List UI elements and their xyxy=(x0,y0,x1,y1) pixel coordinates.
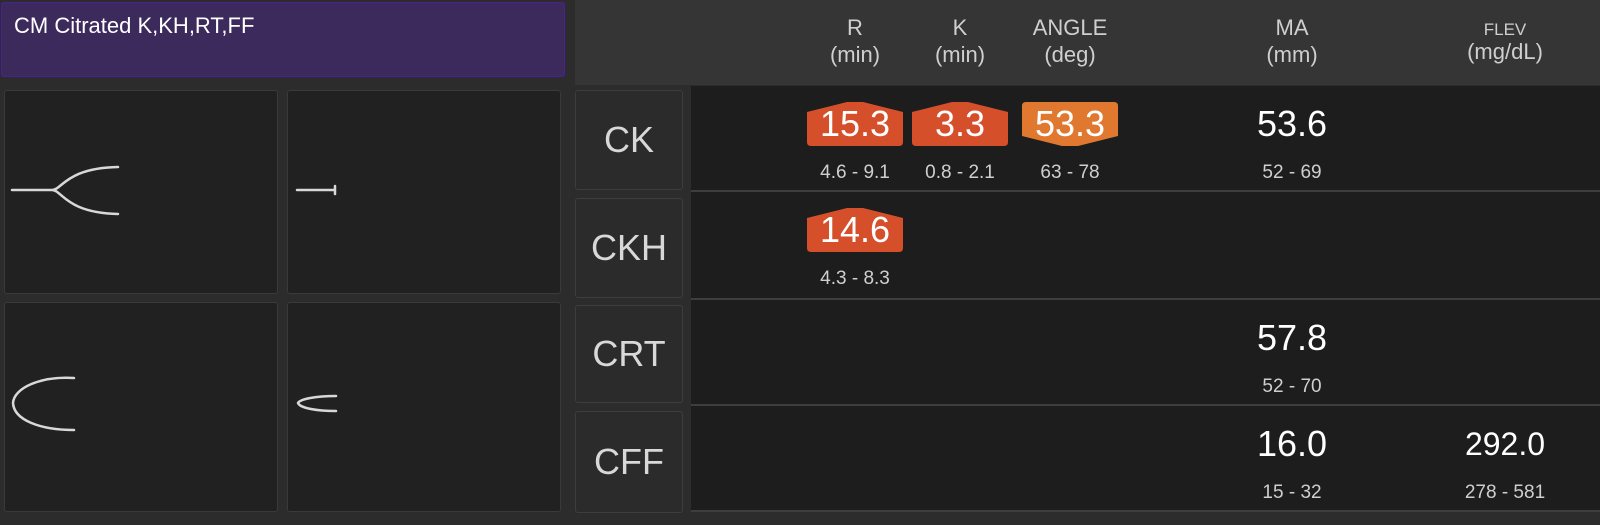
column-unit: (mm) xyxy=(1266,42,1318,67)
reference-range: 4.3 - 8.3 xyxy=(820,268,890,289)
column-name: ANGLE xyxy=(1032,15,1108,40)
result-value: 16.0 xyxy=(1256,423,1328,464)
reference-range: 52 - 69 xyxy=(1262,162,1322,183)
reference-range: 4.6 - 9.1 xyxy=(820,162,890,183)
flag-badge xyxy=(807,208,903,252)
column-unit: (min) xyxy=(934,42,986,67)
header-row xyxy=(575,0,1600,85)
result-value: 292.0 xyxy=(1464,426,1546,462)
column-name: K xyxy=(952,15,968,40)
result-value: 53.6 xyxy=(1256,103,1328,144)
column-unit: (min) xyxy=(829,42,881,67)
trace xyxy=(10,165,120,216)
trace-cell xyxy=(4,90,278,294)
reference-range: 63 - 78 xyxy=(1040,162,1100,183)
result-value: 15.3 xyxy=(819,103,891,144)
trace-cell xyxy=(287,302,561,512)
flag-badge xyxy=(807,102,903,146)
badge-shape xyxy=(912,102,1008,146)
traces xyxy=(10,165,338,432)
result-value: 57.8 xyxy=(1256,317,1328,358)
result-value: 14.6 xyxy=(819,209,891,250)
badge-shape xyxy=(807,208,903,252)
row-area xyxy=(691,300,1600,406)
row-label[interactable]: CK xyxy=(575,90,683,190)
badge-shape xyxy=(807,102,903,146)
trace xyxy=(11,376,76,432)
test-title[interactable]: CM Citrated K,KH,RT,FF xyxy=(1,2,565,77)
row-area xyxy=(691,406,1600,512)
reference-range: 0.8 - 2.1 xyxy=(925,162,995,183)
trace xyxy=(296,394,338,413)
row-label[interactable]: CRT xyxy=(575,305,683,403)
column-name: MA xyxy=(1275,15,1309,40)
result-value: 3.3 xyxy=(934,103,986,144)
column-name: FLEV xyxy=(1483,20,1527,39)
column-name: R xyxy=(847,15,863,40)
flag-badge xyxy=(912,102,1008,146)
reference-range: 15 - 32 xyxy=(1262,482,1322,503)
flag-badge xyxy=(1022,102,1118,146)
reference-range: 278 - 581 xyxy=(1464,482,1546,503)
badge-shape xyxy=(1022,102,1118,146)
reference-range: 52 - 70 xyxy=(1262,376,1322,397)
column-unit: (mg/dL) xyxy=(1467,39,1543,64)
trace-cell xyxy=(4,302,278,512)
row-label[interactable]: CFF xyxy=(575,411,683,513)
row-label[interactable]: CKH xyxy=(575,198,683,298)
trace-cell xyxy=(287,90,561,294)
trace xyxy=(295,184,337,196)
result-value: 53.3 xyxy=(1034,103,1106,144)
column-unit: (deg) xyxy=(1044,42,1096,67)
